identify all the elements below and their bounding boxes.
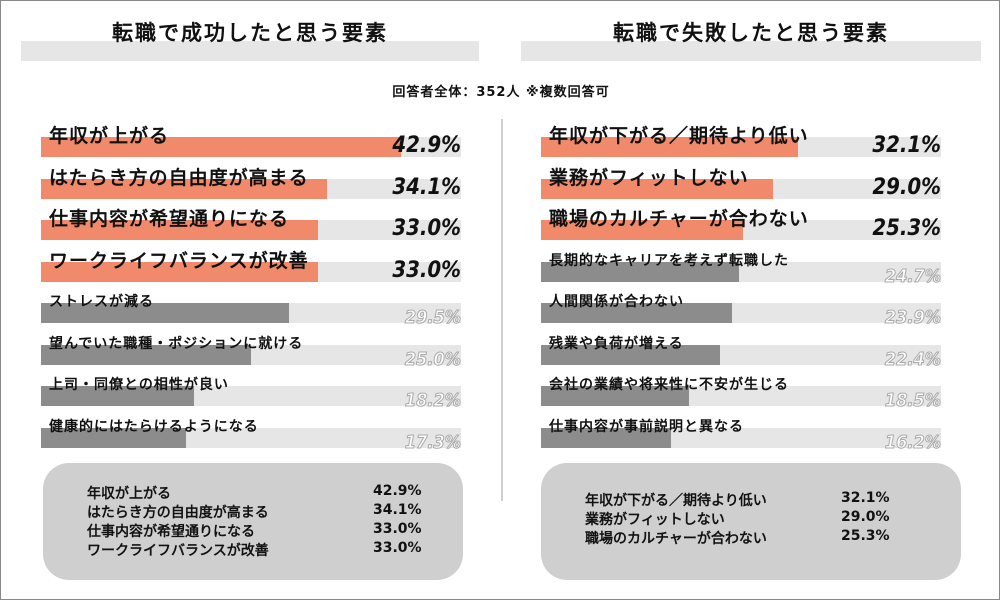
bar-row: 年収が上がる 42.9% <box>41 121 461 161</box>
bar-row: 上司・同僚との相性が良い 18.2% <box>41 370 462 412</box>
bar <box>41 261 318 282</box>
bar-row: はたらき方の自由度が高まる 34.1% <box>41 163 461 203</box>
right-title: 転職で失敗したと思う要素 <box>613 21 889 45</box>
summary-value: 33.0% <box>373 521 422 537</box>
bar-label: はたらき方の自由度が高まる <box>49 166 309 189</box>
bar-label: 年収が下がる／期待より低い <box>549 125 809 147</box>
value-label: 23.9% <box>884 307 941 329</box>
value-label: 17.3% <box>404 431 461 453</box>
summary-value: 29.0% <box>841 509 890 525</box>
bar <box>41 178 327 199</box>
bar-row: ワークライフバランスが改善 33.0% <box>41 246 461 286</box>
summary-value: 32.1% <box>841 490 890 506</box>
bar-label: 会社の業績や将来性に不安が生じる <box>549 377 789 393</box>
summary-row: 職場のカルチャーが合わない 25.3% <box>541 528 961 547</box>
summary-row: ワークライフバランスが改善 33.0% <box>43 540 463 559</box>
summary-label: 職場のカルチャーが合わない <box>585 531 767 547</box>
bar-label: 望んでいた職種・ポジションに就ける <box>49 335 304 352</box>
summary-row: はたらき方の自由度が高まる 34.1% <box>43 502 463 521</box>
bar-row: 長期的なキャリアを考えず転職した 24.7% <box>541 246 942 287</box>
summary-row: 年収が下がる／期待より低い 32.1% <box>541 490 961 509</box>
bar-row: 健康的にはたらけるようになる 17.3% <box>41 412 462 453</box>
bar <box>41 427 186 448</box>
summary-label: 業務がフィットしない <box>585 512 725 528</box>
value-label: 42.9% <box>392 133 461 158</box>
value-label: 25.0% <box>404 348 461 370</box>
bar <box>541 344 720 365</box>
bar <box>541 427 671 448</box>
bar <box>541 220 743 240</box>
bar <box>541 303 732 323</box>
bar <box>41 303 289 323</box>
value-label: 29.5% <box>404 307 461 329</box>
bar-row: 職場のカルチャーが合わない 25.3% <box>541 204 941 244</box>
bar-label: 上司・同僚との相性が良い <box>49 377 229 393</box>
left-title-header: 転職で成功したと思う要素 <box>21 13 479 61</box>
summary-value: 42.9% <box>373 483 422 499</box>
bar <box>541 178 773 199</box>
bar-label: ストレスが減る <box>49 294 154 310</box>
summary-value: 33.0% <box>373 540 422 556</box>
summary-row: 業務がフィットしない 29.0% <box>541 509 961 528</box>
bar-row: 会社の業績や将来性に不安が生じる 18.5% <box>541 370 942 412</box>
bar-row: 年収が下がる／期待より低い 32.1% <box>541 121 941 161</box>
summary-row: 仕事内容が希望通りになる 33.0% <box>43 521 463 540</box>
failure-summary-box: 年収が下がる／期待より低い 32.1% 業務がフィットしない 29.0% 職場のカルチャ… <box>541 463 961 580</box>
value-label: 34.1% <box>392 174 461 200</box>
bar-label: 職場のカルチャーが合わない <box>549 208 809 230</box>
respondent-note: 回答者全体：352人 ※複数回答可 <box>392 85 610 100</box>
value-label: 22.4% <box>884 348 941 370</box>
summary-label: 年収が上がる <box>87 486 171 502</box>
bar-row: 仕事内容が事前説明と異なる 16.2% <box>541 412 942 453</box>
value-label: 29.0% <box>872 174 941 200</box>
bar-label: 仕事内容が事前説明と異なる <box>549 418 744 435</box>
center-divider <box>501 119 503 501</box>
bar <box>41 386 194 406</box>
bar <box>541 386 689 406</box>
value-label: 18.2% <box>404 390 461 412</box>
bar-label: 業務がフィットしない <box>549 166 749 189</box>
bar-row: 望んでいた職種・ポジションに就ける 25.0% <box>41 329 462 370</box>
summary-label: はたらき方の自由度が高まる <box>87 505 269 521</box>
right-title-header: 転職で失敗したと思う要素 <box>521 13 981 61</box>
bar-label: 残業や負荷が増える <box>549 335 684 352</box>
bar-row: 仕事内容が希望通りになる 33.0% <box>41 204 461 244</box>
value-label: 33.0% <box>392 216 461 241</box>
success-summary-box: 年収が上がる 42.9% はたらき方の自由度が高まる 34.1% 仕事内容が希望通りにな… <box>43 463 463 580</box>
bar-row: 人間関係が合わない 23.9% <box>541 287 942 329</box>
bar <box>41 137 401 157</box>
value-label: 24.7% <box>884 265 941 287</box>
value-label: 25.3% <box>872 216 941 241</box>
value-label: 16.2% <box>884 431 941 453</box>
summary-value: 25.3% <box>841 528 890 544</box>
value-label: 18.5% <box>884 390 941 412</box>
bar-label: 長期的なキャリアを考えず転職した <box>549 252 789 269</box>
bar <box>541 261 739 282</box>
summary-label: 仕事内容が希望通りになる <box>87 524 255 540</box>
summary-label: 年収が下がる／期待より低い <box>585 493 767 509</box>
bar-label: 健康的にはたらけるようになる <box>49 418 259 435</box>
value-label: 33.0% <box>392 257 461 283</box>
bar-label: ワークライフバランスが改善 <box>49 249 309 272</box>
bar-label: 年収が上がる <box>49 125 170 147</box>
summary-value: 34.1% <box>373 502 422 518</box>
bar-row: 残業や負荷が増える 22.4% <box>541 329 942 370</box>
value-label: 32.1% <box>872 133 941 158</box>
left-title: 転職で成功したと思う要素 <box>112 21 388 45</box>
bar-row: 業務がフィットしない 29.0% <box>541 163 941 203</box>
bar <box>41 344 251 365</box>
summary-row: 年収が上がる 42.9% <box>43 483 463 502</box>
bar-label: 仕事内容が希望通りになる <box>49 208 290 230</box>
bar-label: 人間関係が合わない <box>549 294 684 310</box>
bar <box>41 220 318 240</box>
summary-label: ワークライフバランスが改善 <box>87 543 269 559</box>
bar-row: ストレスが減る 29.5% <box>41 287 462 329</box>
bar <box>541 137 798 157</box>
